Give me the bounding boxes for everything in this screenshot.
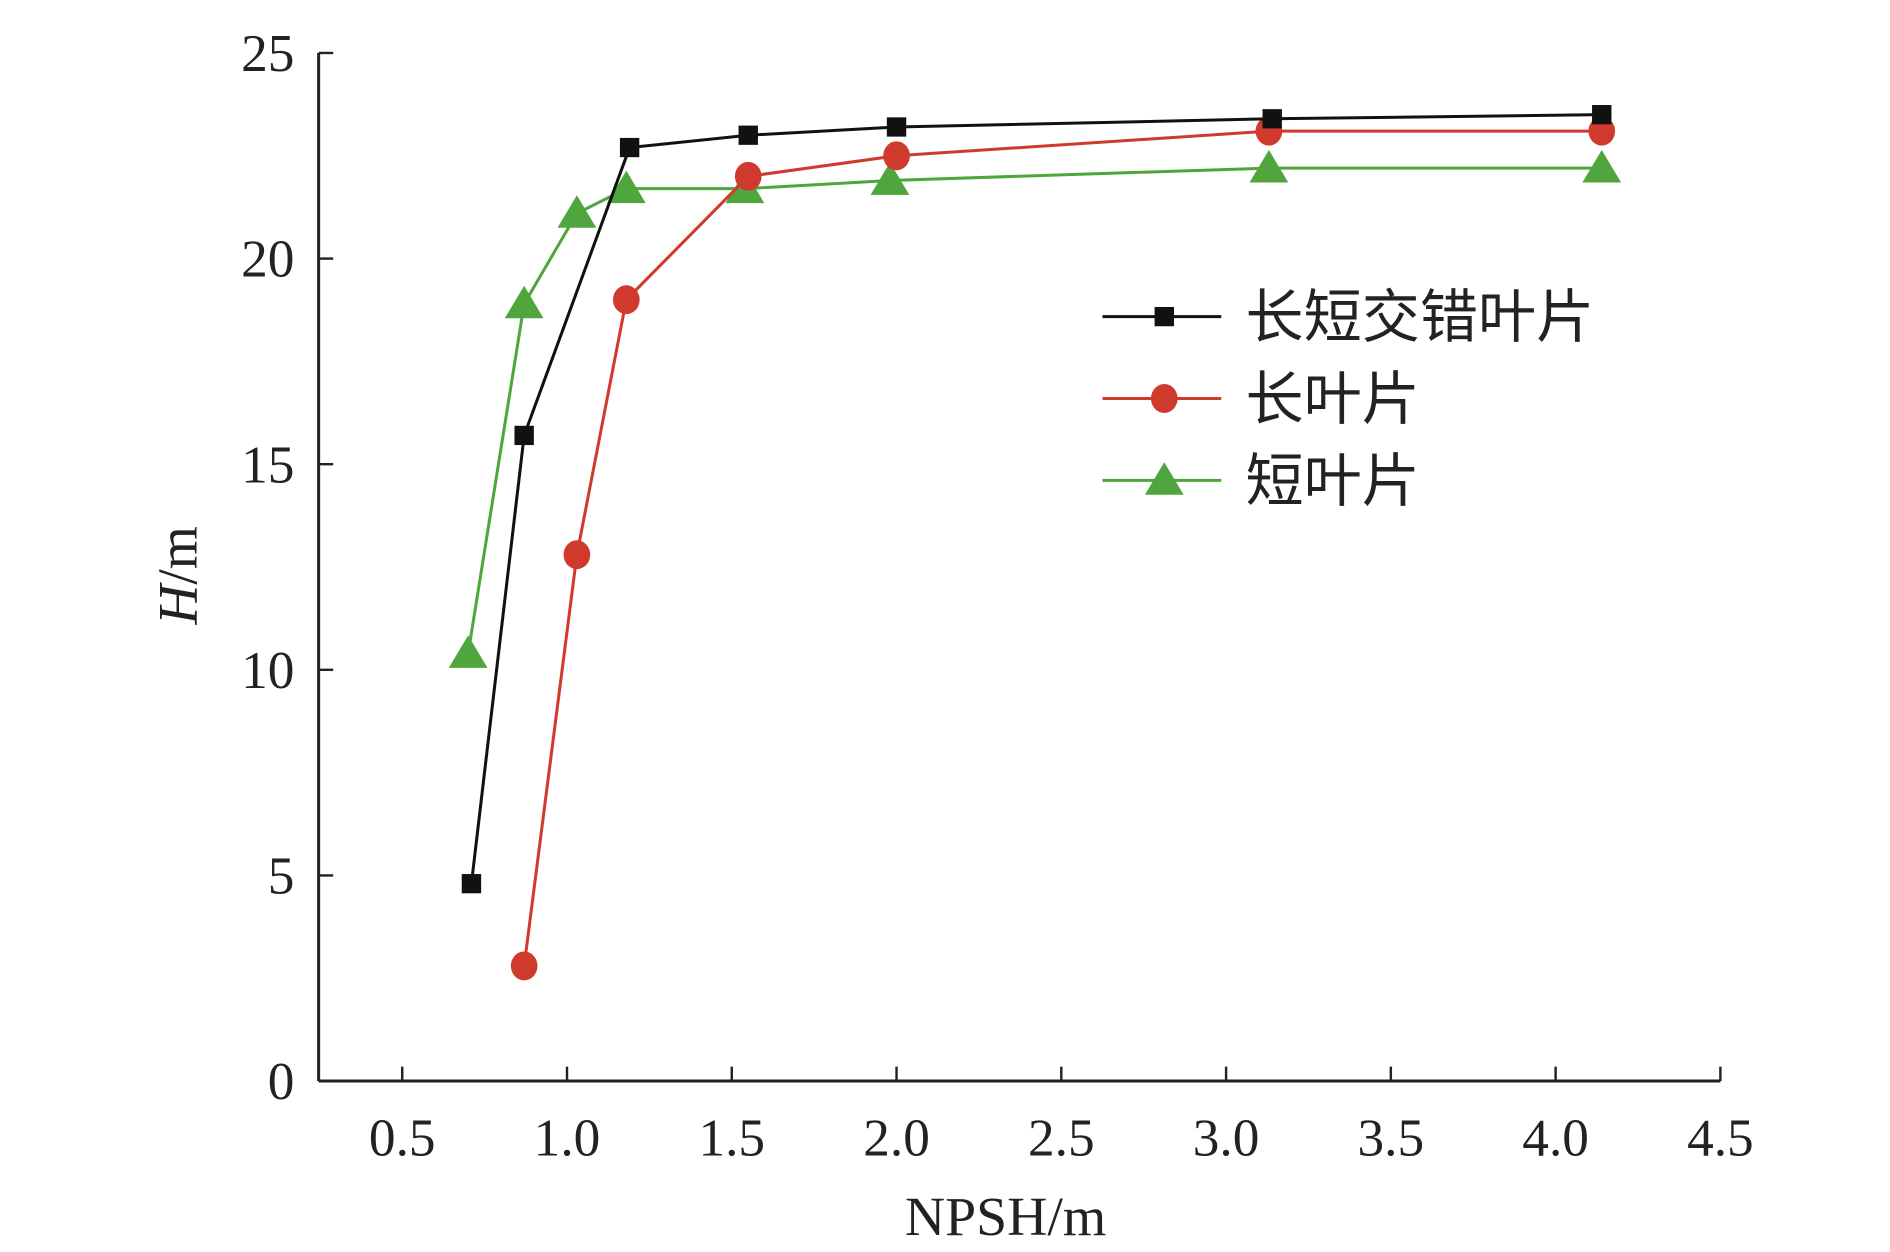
legend-label: 短叶片 — [1245, 449, 1419, 514]
y-axis-label: H/m — [147, 526, 209, 625]
y-axis-label-unit: /m — [147, 526, 209, 584]
series-line — [522, 129, 1602, 967]
data-point — [883, 141, 910, 171]
series-triangle — [448, 150, 1622, 668]
data-point — [619, 137, 640, 158]
x-tick-label: 3.0 — [1193, 1110, 1260, 1168]
legend-marker — [1154, 306, 1174, 327]
data-point — [563, 540, 591, 570]
y-tick-label: 0 — [268, 1053, 295, 1111]
x-ticks: 0.5 1.0 1.5 2.0 2.5 3.0 3.5 4.0 4.5 — [369, 1066, 1754, 1168]
y-ticks: 0 5 10 15 20 25 — [241, 25, 334, 1111]
series-layer — [448, 105, 1622, 981]
data-point — [514, 425, 534, 446]
data-point — [1249, 150, 1289, 183]
data-point — [1592, 105, 1612, 125]
data-point — [612, 285, 640, 315]
legend-item: 长短交错叶片 — [1102, 285, 1594, 350]
x-axis-label: NPSH/m — [905, 1186, 1106, 1248]
x-tick-label: 2.5 — [1028, 1110, 1095, 1168]
data-point — [870, 162, 910, 195]
legend-label: 长短交错叶片 — [1245, 285, 1594, 350]
data-point — [734, 161, 762, 191]
series-circle — [510, 116, 1616, 981]
data-point — [510, 951, 538, 981]
y-tick-label: 20 — [241, 231, 294, 289]
x-tick-label: 1.5 — [698, 1110, 765, 1168]
y-tick-label: 10 — [241, 642, 294, 700]
x-tick-label: 4.5 — [1687, 1110, 1754, 1168]
y-tick-label: 25 — [241, 25, 294, 83]
legend-item: 短叶片 — [1102, 449, 1420, 514]
data-point — [557, 195, 597, 228]
y-tick-label: 15 — [241, 436, 294, 494]
series-line — [466, 166, 1602, 654]
data-point — [461, 874, 482, 894]
series-line — [469, 113, 1602, 884]
legend-label: 长叶片 — [1245, 367, 1419, 432]
y-tick-label: 5 — [268, 848, 295, 906]
x-tick-label: 4.0 — [1522, 1110, 1589, 1168]
x-tick-label: 2.0 — [863, 1110, 930, 1168]
data-point — [1582, 150, 1622, 183]
data-point — [606, 170, 646, 204]
data-point — [448, 635, 488, 668]
data-point — [504, 285, 544, 319]
x-tick-label: 1.0 — [534, 1110, 601, 1168]
y-axis-label-var: H — [147, 582, 209, 626]
data-point — [738, 125, 758, 145]
series-square — [461, 105, 1612, 894]
legend-item: 长叶片 — [1102, 367, 1420, 432]
data-point — [1262, 109, 1282, 129]
legend-marker — [1150, 384, 1178, 413]
x-tick-label: 3.5 — [1358, 1110, 1425, 1168]
axes — [317, 52, 1721, 1083]
legend-marker — [1144, 462, 1184, 495]
x-tick-label: 0.5 — [369, 1110, 436, 1168]
data-point — [886, 117, 907, 137]
